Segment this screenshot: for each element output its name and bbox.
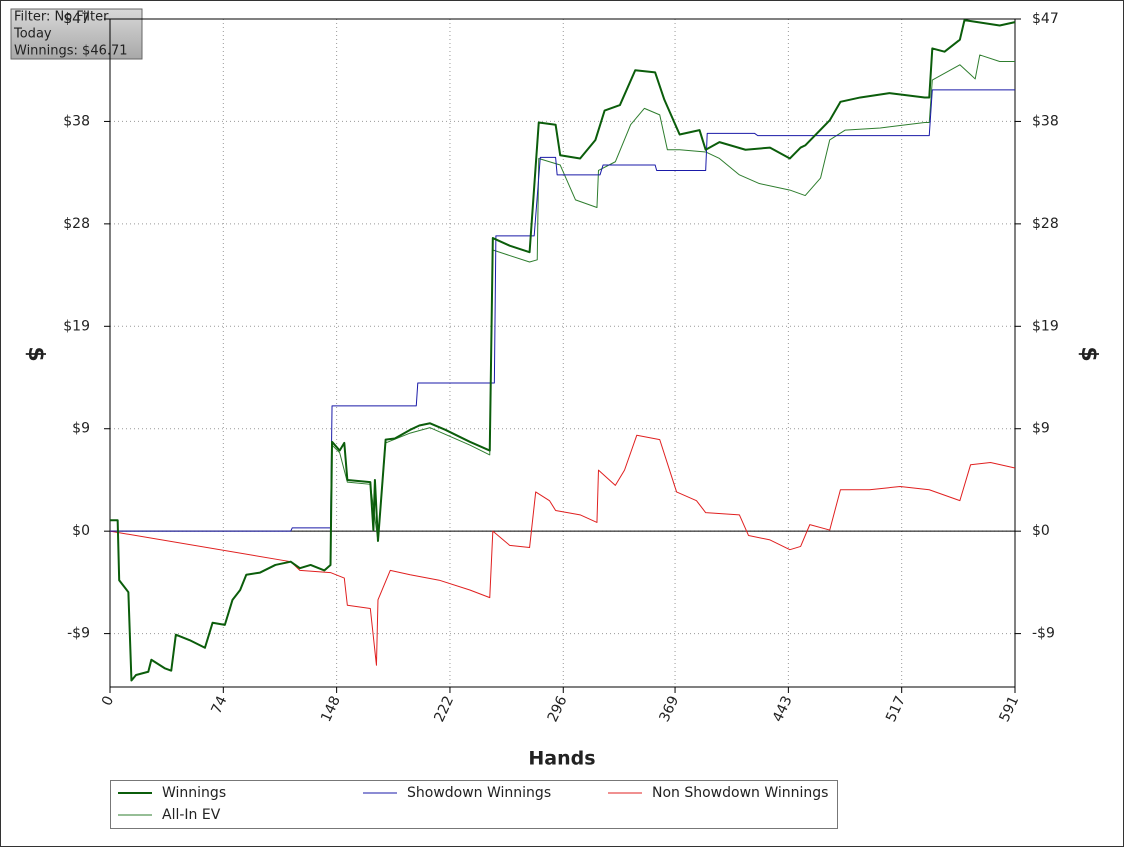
y-tick-label: $0 — [72, 523, 90, 539]
legend-label: Showdown Winnings — [407, 785, 551, 801]
legend-label: Non Showdown Winnings — [652, 785, 828, 801]
info-filter: Filter: No Filter — [14, 10, 109, 25]
legend-label: All-In EV — [162, 807, 221, 823]
info-winnings: Winnings: $46.71 — [14, 44, 128, 59]
y2-tick-label: $28 — [1032, 216, 1059, 232]
y-tick-label: $28 — [63, 216, 90, 232]
y2-tick-label: $19 — [1032, 318, 1059, 334]
x-axis-label: Hands — [528, 748, 595, 770]
y2-tick-label: $9 — [1032, 421, 1050, 437]
series-line — [109, 434, 1016, 666]
y-tick-label: $38 — [63, 113, 90, 129]
y2-tick-label: $38 — [1032, 113, 1059, 129]
y-tick-label: $9 — [72, 421, 90, 437]
y-tick-label: $47 — [63, 11, 90, 27]
plot-border — [109, 18, 1016, 688]
legend-label: Winnings — [162, 785, 226, 801]
series-line — [110, 89, 1015, 532]
x-tick-label: 74 — [209, 694, 231, 717]
y-tick-label: -$9 — [67, 626, 90, 642]
y2-tick-label: $47 — [1032, 11, 1059, 27]
info-box — [10, 8, 143, 60]
y2-tick-label: -$9 — [1032, 626, 1055, 642]
series-line — [110, 19, 1016, 682]
y-tick-label: $19 — [63, 318, 90, 334]
y2-tick-label: $0 — [1032, 523, 1050, 539]
y-axis-label: $ — [23, 346, 48, 361]
info-period: Today — [13, 27, 52, 42]
legend — [110, 780, 838, 829]
y2-axis-label: $ — [1076, 346, 1101, 361]
